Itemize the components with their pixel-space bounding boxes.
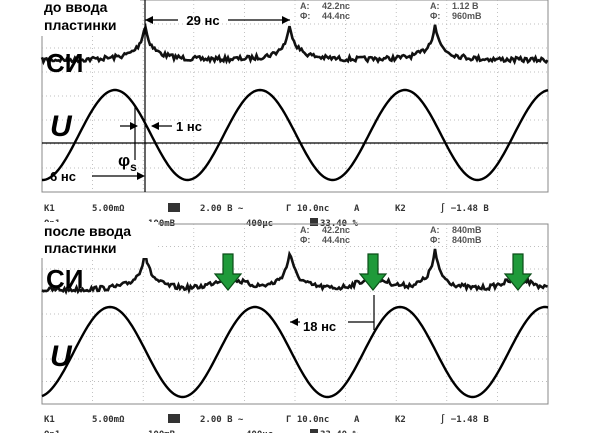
caption: пластинки	[44, 17, 116, 33]
phase-label: φs	[118, 151, 137, 174]
status-text: 5.00mΩ	[92, 415, 125, 425]
green-arrow	[358, 253, 388, 291]
readout-value: 1.12 B	[452, 1, 479, 11]
readout-value: 44.4nc	[322, 235, 350, 245]
status-icon	[310, 429, 318, 433]
readout-value: 42.2nc	[322, 225, 350, 235]
status-text: 33.40 %	[320, 430, 359, 433]
caption: после ввода	[44, 223, 131, 239]
status-text: ∫ −1.48 B	[440, 414, 489, 425]
phi-sub: s	[130, 160, 137, 174]
arrow-head	[151, 122, 159, 130]
u-trace	[41, 305, 549, 399]
readout-key: A:	[430, 225, 440, 235]
u-label: U	[50, 110, 73, 143]
shift-label: 1 нс	[176, 119, 202, 134]
si-trace	[41, 248, 548, 296]
readout-value: 44.4nc	[322, 11, 350, 21]
status-icon	[168, 203, 180, 212]
u-label: U	[50, 340, 73, 373]
traces: A: 42.2nc Φ: 44.4nc A: 1.12 B Φ: 960mB K1 5.00mΩ 2…	[40, 0, 549, 433]
readout-key: A:	[300, 1, 310, 11]
status-icon	[168, 414, 180, 423]
arrow-head	[137, 172, 145, 180]
arrow-head	[145, 16, 153, 24]
readout-key: A:	[300, 225, 310, 235]
status-text: 2.00 B ~	[200, 415, 244, 425]
status-text: On1	[44, 430, 60, 433]
status-text: 400μc	[246, 430, 273, 433]
status-icon	[310, 218, 318, 226]
arrow-head	[130, 122, 138, 130]
green-arrow	[213, 253, 243, 291]
readout-key: Φ:	[430, 11, 440, 21]
readout-value: 840mB	[452, 225, 482, 235]
delay-label: 6 нс	[50, 169, 76, 184]
readout-value: 960mB	[452, 11, 482, 21]
status-text: K1	[44, 415, 55, 425]
period-label: 18 нс	[303, 319, 336, 334]
si-label: СИ	[46, 264, 83, 294]
readout-key: Φ:	[430, 235, 440, 245]
period-label: 29 нс	[186, 13, 219, 28]
status-text: A	[354, 204, 360, 214]
caption: до ввода	[44, 0, 108, 15]
status-text: ∫ −1.48 B	[440, 203, 489, 214]
status-text: 2.00 B ~	[200, 204, 244, 214]
readout-key: Φ:	[300, 11, 310, 21]
status-text: 5.00mΩ	[92, 204, 125, 214]
caption: пластинки	[44, 240, 116, 256]
green-arrow	[503, 253, 533, 291]
status-text: K2	[395, 204, 406, 214]
status-text: K1	[44, 204, 55, 214]
status-text: A	[354, 415, 360, 425]
readout-value: 42.2nc	[322, 1, 350, 11]
status-text: 100mB	[148, 430, 176, 433]
caption-bg	[40, 0, 140, 36]
caption-bg	[40, 222, 158, 258]
phi: φ	[118, 151, 130, 170]
status-text: K2	[395, 415, 406, 425]
readout-key: Φ:	[300, 235, 310, 245]
arrow-head	[290, 318, 298, 326]
readout-value: 840mB	[452, 235, 482, 245]
readout-key: A:	[430, 1, 440, 11]
si-trace	[40, 23, 549, 66]
status-text: Г 10.0nc	[286, 415, 329, 425]
si-label: СИ	[46, 48, 83, 78]
arrow-head	[282, 16, 290, 24]
u-trace	[41, 88, 549, 182]
status-text: Г 10.0nc	[286, 204, 329, 214]
